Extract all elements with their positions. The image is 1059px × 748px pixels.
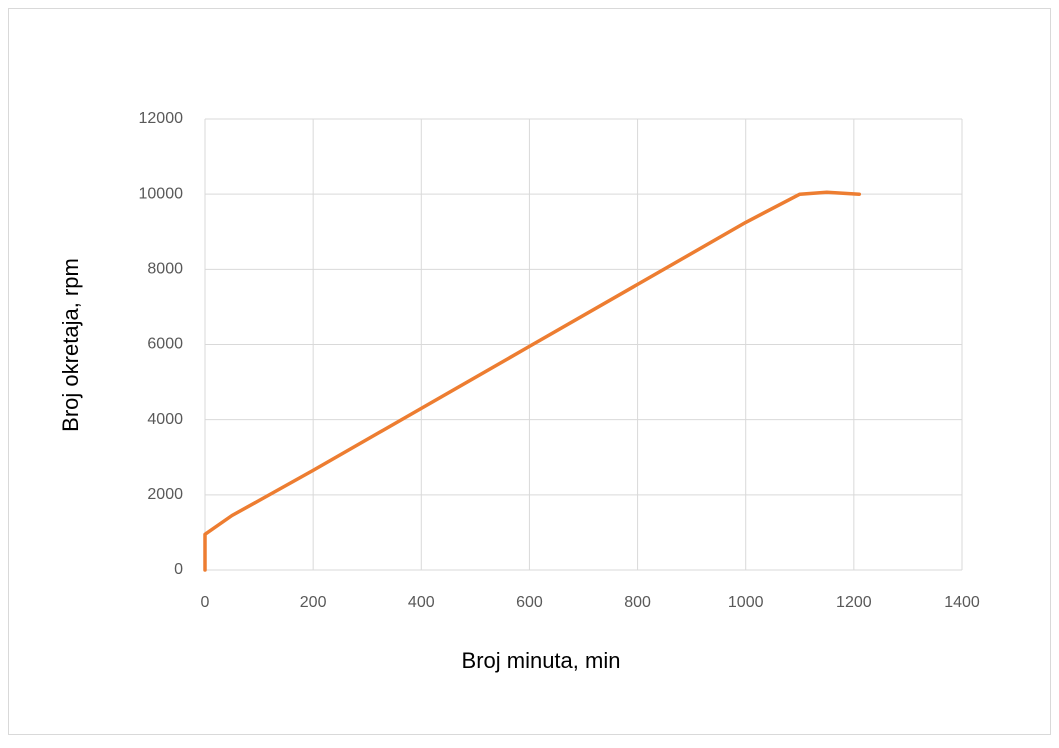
x-tick-label: 600: [516, 594, 543, 611]
x-tick-label: 400: [408, 594, 435, 611]
x-tick-label: 1200: [836, 594, 872, 611]
x-tick-label: 1400: [944, 594, 980, 611]
x-axis-title: Broj minuta, min: [462, 648, 621, 673]
x-tick-label: 0: [201, 594, 210, 611]
y-tick-label: 6000: [147, 336, 183, 353]
y-tick-label: 4000: [147, 411, 183, 428]
x-tick-label: 1000: [728, 594, 764, 611]
y-tick-label: 12000: [139, 110, 184, 127]
y-tick-label: 8000: [147, 261, 183, 278]
y-axis-title: Broj okretaja, rpm: [58, 258, 83, 432]
x-tick-label: 200: [300, 594, 327, 611]
y-tick-label: 0: [174, 561, 183, 578]
x-tick-label: 800: [624, 594, 651, 611]
y-tick-label: 2000: [147, 486, 183, 503]
data-line: [203, 190, 862, 572]
y-tick-label: 10000: [139, 185, 184, 202]
